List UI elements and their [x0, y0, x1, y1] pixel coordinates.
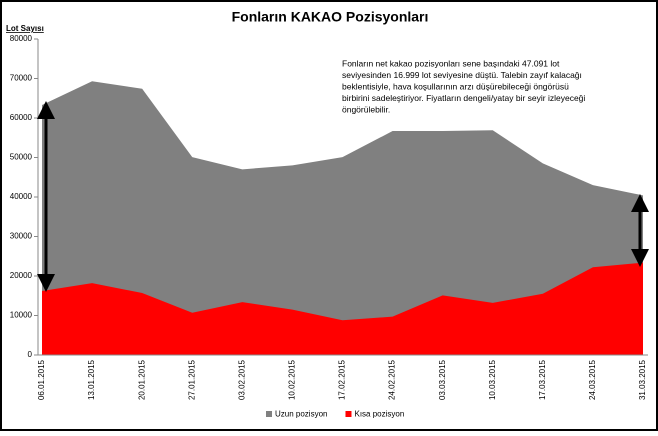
annotation-line: seviyesinden 16.999 lot seviyesine düştü… — [342, 70, 582, 80]
y-tick-label: 80000 — [10, 34, 33, 43]
area — [42, 262, 643, 355]
annotation: Fonların net kakao pozisyonları sene baş… — [342, 58, 585, 114]
legend-label: Kısa pozisyon — [354, 410, 404, 419]
x-tick-label: 17.03.2015 — [538, 359, 547, 400]
x-tick-label: 31.03.2015 — [638, 359, 647, 400]
x-tick-label: 24.03.2015 — [588, 359, 597, 400]
annotation-line: Fonların net kakao pozisyonları sene baş… — [342, 58, 560, 68]
x-tick-label: 10.03.2015 — [488, 359, 497, 400]
annotation-line: öngörülebilir. — [342, 104, 390, 114]
x-tick-label: 03.02.2015 — [237, 359, 246, 400]
legend-swatch — [266, 411, 272, 417]
y-tick-label: 70000 — [10, 74, 33, 83]
chart-title: Fonların KAKAO Pozisyonları — [232, 9, 429, 25]
y-tick-label: 40000 — [10, 192, 33, 201]
y-tick-label: 60000 — [10, 113, 33, 122]
x-tick-label: 13.01.2015 — [87, 359, 96, 400]
x-tick-label: 10.02.2015 — [288, 359, 297, 400]
legend-label: Uzun pozisyon — [275, 410, 327, 419]
x-tick-label: 20.01.2015 — [137, 359, 146, 400]
y-axis-label: Lot Sayısı — [6, 24, 44, 33]
annotation-line: birbirini sadeleştiriyor. Fiyatların den… — [342, 93, 585, 103]
x-tick-label: 17.02.2015 — [338, 359, 347, 400]
y-tick-label: 20000 — [10, 271, 33, 280]
area — [42, 81, 643, 355]
x-tick-label: 24.02.2015 — [388, 359, 397, 400]
y-tick-label: 10000 — [10, 311, 33, 320]
y-tick-label: 50000 — [10, 153, 33, 162]
legend-swatch — [345, 411, 352, 417]
legend: Uzun pozisyon Kısa pozisyon — [266, 410, 404, 419]
annotation-line: beklentisiyle, hava koşullarının arzı dü… — [342, 81, 569, 91]
x-tick-label: 03.03.2015 — [438, 359, 447, 400]
y-tick-label: 30000 — [10, 232, 33, 241]
x-tick-label: 06.01.2015 — [37, 359, 46, 400]
y-tick-label: 0 — [28, 350, 33, 359]
x-tick-label: 27.01.2015 — [187, 359, 196, 400]
